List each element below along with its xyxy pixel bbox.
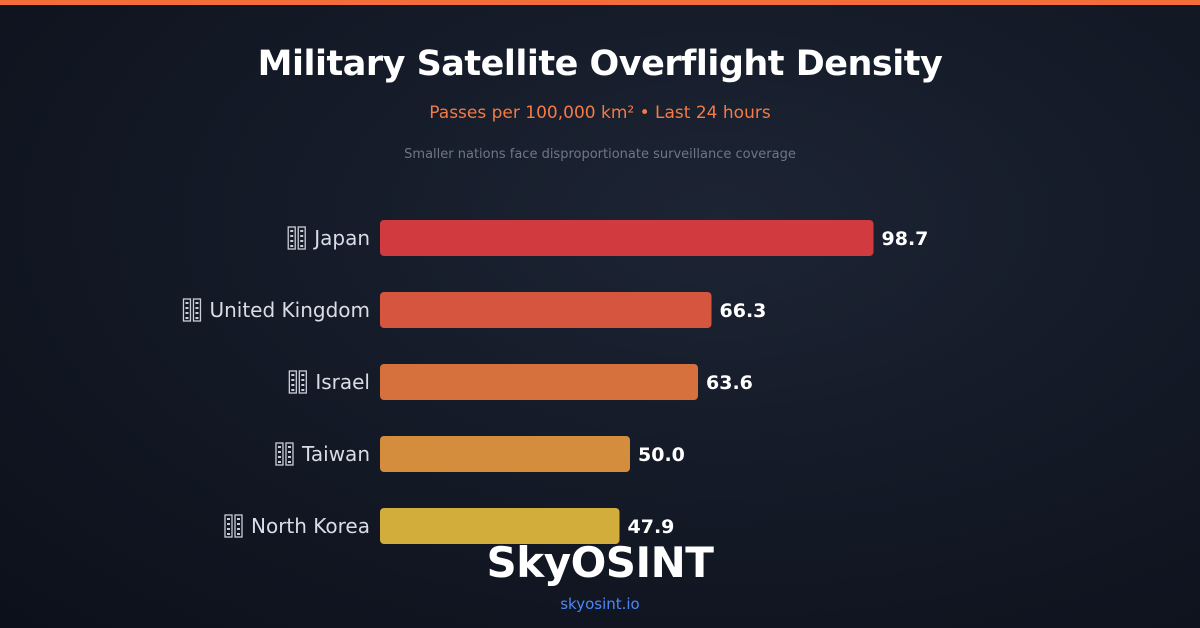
category-label: Israel [315, 370, 370, 394]
bar-united-kingdom [380, 292, 712, 328]
flag-placeholder-icon [288, 370, 307, 394]
value-label: 66.3 [720, 300, 767, 322]
value-label: 98.7 [882, 228, 929, 250]
value-label: 63.6 [706, 372, 753, 394]
category-label: Taiwan [301, 442, 370, 466]
chart-note: Smaller nations face disproportionate su… [404, 147, 796, 162]
category-label: North Korea [251, 514, 370, 538]
flag-placeholder-icon [224, 514, 243, 538]
accent-top-bar [0, 0, 1200, 5]
bar-north-korea [380, 508, 620, 544]
category-label: Japan [312, 226, 370, 250]
bar-israel [380, 364, 698, 400]
flag-placeholder-icon [275, 442, 294, 466]
flag-placeholder-icon [182, 298, 202, 322]
brand-url-link[interactable]: skyosint.io [560, 595, 640, 613]
category-label: United Kingdom [209, 298, 370, 322]
chart-title: Military Satellite Overflight Density [257, 44, 943, 84]
value-label: 50.0 [638, 444, 685, 466]
bar-japan [380, 220, 874, 256]
bar-taiwan [380, 436, 630, 472]
chart-subtitle: Passes per 100,000 km² • Last 24 hours [429, 103, 771, 123]
brand-logo-text: SkyOSINT [486, 538, 714, 587]
value-label: 47.9 [628, 516, 675, 538]
flag-placeholder-icon [287, 226, 306, 250]
